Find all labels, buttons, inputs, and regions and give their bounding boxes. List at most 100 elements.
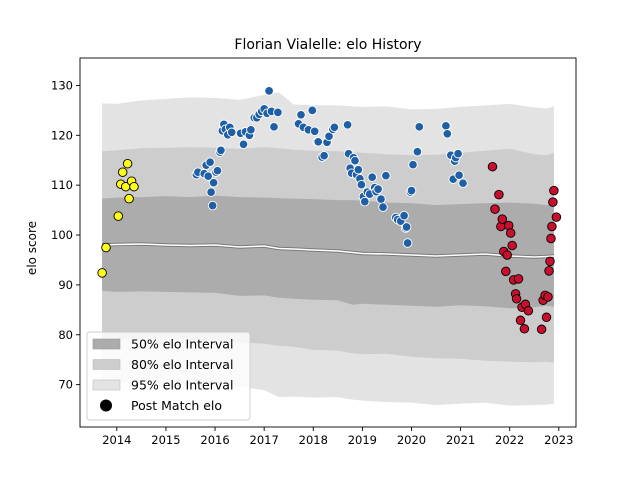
x-tick-label: 2015	[151, 433, 180, 447]
data-point	[378, 202, 388, 212]
data-point	[545, 256, 555, 267]
data-point	[414, 122, 425, 132]
data-point	[519, 324, 530, 334]
data-point	[207, 200, 218, 211]
x-tick-label: 2020	[397, 433, 426, 447]
data-point	[511, 294, 522, 304]
x-axis: 2014 2015 2016 2017 2018 2019 2020 2021 2022 2023	[102, 427, 573, 447]
x-tick-label: 2016	[200, 433, 229, 447]
data-point	[246, 125, 256, 135]
x-tick-label: 2014	[102, 433, 131, 447]
data-point	[523, 306, 534, 316]
legend-marker	[100, 399, 112, 412]
y-tick-label: 130	[51, 78, 73, 92]
data-point	[441, 121, 451, 131]
data-point	[226, 127, 237, 138]
data-point	[203, 171, 213, 181]
legend-swatch	[92, 359, 121, 370]
data-point	[453, 148, 463, 159]
data-point	[238, 139, 249, 150]
center-line	[102, 242, 555, 259]
data-point	[129, 181, 139, 192]
data-point	[97, 268, 107, 278]
data-point	[402, 238, 413, 248]
y-tick-label: 100	[51, 228, 73, 242]
legend-label: 50% elo Interval	[131, 337, 233, 352]
data-point	[206, 187, 216, 197]
y-axis-label: elo score	[25, 221, 39, 275]
data-point	[513, 274, 524, 284]
legend: 50% elo Interval 80% elo Interval 95% elo …	[86, 331, 251, 421]
legend-box	[86, 331, 251, 421]
x-tick-label: 2022	[495, 433, 524, 447]
data-point	[458, 178, 468, 188]
legend-swatch	[92, 379, 121, 391]
data-point	[212, 165, 223, 176]
data-point	[507, 240, 517, 251]
data-point	[454, 170, 464, 180]
data-point	[124, 193, 134, 204]
data-point	[296, 110, 306, 120]
data-point	[502, 250, 512, 260]
plot-frame	[79, 57, 577, 428]
data-point	[541, 312, 552, 323]
y-axis: 70 80 90 100 110 120 130	[51, 78, 80, 392]
x-tick-label: 2019	[348, 433, 377, 447]
data-point	[515, 315, 526, 326]
chart-title: Florian Vialelle: elo History	[234, 37, 421, 53]
data-point	[319, 150, 329, 161]
x-tick-label: 2017	[250, 433, 279, 447]
data-point	[551, 212, 562, 222]
x-tick-label: 2023	[544, 433, 573, 447]
data-point	[269, 122, 279, 132]
data-point	[406, 185, 417, 196]
data-point	[487, 161, 498, 172]
data-point	[353, 164, 364, 175]
data-point	[401, 222, 412, 232]
center-line-white	[102, 243, 554, 258]
data-point	[494, 189, 504, 200]
data-point	[408, 159, 418, 170]
data-point	[307, 105, 318, 116]
data-point	[313, 137, 323, 147]
x-tick-label: 2018	[299, 433, 328, 447]
data-point	[342, 120, 353, 130]
data-point	[546, 233, 556, 244]
data-point	[264, 86, 274, 96]
x-tick-label: 2021	[446, 433, 475, 447]
legend-swatch	[92, 338, 121, 350]
data-point	[350, 155, 360, 166]
y-tick-label: 80	[58, 328, 73, 342]
data-point	[547, 221, 557, 232]
data-point	[548, 197, 558, 207]
data-point	[442, 129, 453, 139]
data-point	[497, 214, 508, 224]
data-point	[360, 196, 370, 207]
data-point	[101, 242, 111, 253]
data-point	[543, 292, 553, 302]
data-point	[216, 145, 226, 156]
post-match-points	[97, 86, 562, 335]
legend-label: Post Match elo	[131, 398, 222, 413]
data-point	[122, 158, 133, 169]
data-point	[367, 172, 377, 182]
data-point	[356, 179, 367, 190]
data-point	[205, 157, 215, 167]
y-tick-label: 110	[51, 178, 73, 192]
data-point	[376, 194, 386, 204]
data-point	[309, 126, 320, 137]
data-point	[373, 184, 383, 194]
legend-label: 95% elo Interval	[131, 378, 233, 393]
data-point	[113, 211, 124, 221]
data-point	[412, 146, 423, 157]
data-point	[544, 266, 554, 276]
y-tick-label: 70	[58, 378, 73, 392]
data-point	[549, 185, 559, 196]
data-point	[490, 204, 500, 214]
data-point	[501, 266, 511, 277]
data-point	[505, 228, 516, 238]
y-tick-label: 90	[58, 278, 73, 292]
data-point	[329, 122, 340, 133]
legend-label: 80% elo Interval	[131, 357, 233, 372]
